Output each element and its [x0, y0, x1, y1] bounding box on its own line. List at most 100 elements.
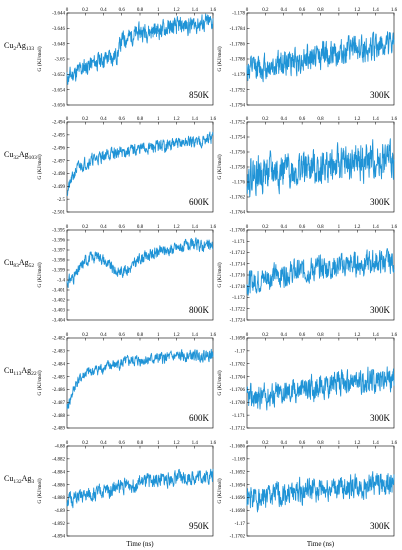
temperature-label: 300K — [370, 413, 391, 423]
x-tick-label: 0.2 — [262, 117, 269, 122]
temperature-label: 300K — [370, 521, 391, 531]
y-tick-label: -1.1696 — [230, 496, 246, 501]
y-tick-label: -1.1708 — [230, 229, 246, 234]
x-tick-label: 1.2 — [354, 225, 361, 230]
y-tick-label: -2.486 — [52, 388, 65, 393]
y-axis-label: G (KJ/mol) — [36, 154, 43, 179]
y-tick-label: -2.494 — [52, 121, 65, 126]
composition-count-1: 2 — [13, 46, 16, 52]
x-tick-label: 1.2 — [173, 8, 180, 13]
series-line — [246, 138, 395, 198]
x-tick-label: 1.6 — [210, 117, 217, 122]
y-tick-label: -4.884 — [52, 470, 65, 475]
x-tick-label: 0.6 — [119, 117, 126, 122]
x-tick-label: 0.4 — [100, 8, 107, 13]
y-tick-label: -1.1788 — [230, 58, 246, 63]
x-tick-label: 0.4 — [281, 8, 288, 13]
chart-panel-3: 0 0.2 0.4 0.6 0.8 1 1.2 1.4 1.6 -2.494 -2.495 -2.49… — [36, 117, 217, 216]
y-tick-label: -1.1794 — [230, 104, 246, 109]
y-tick-label: -4.88 — [55, 445, 66, 450]
x-tick-label: 0.8 — [137, 8, 144, 13]
x-tick-label: 0.6 — [299, 117, 306, 122]
x-tick-label: 0.8 — [317, 333, 324, 338]
y-tick-label: -4.886 — [52, 483, 65, 488]
composition-label: Cu32Ag103 — [4, 150, 37, 161]
composition-element-1: Cu — [4, 366, 13, 375]
x-tick-label: 0.4 — [100, 117, 107, 122]
y-tick-label: -1.1762 — [230, 196, 246, 201]
x-tick-label: 1.6 — [391, 333, 398, 338]
x-tick-label: 1.6 — [210, 225, 217, 230]
x-tick-label: 1.6 — [391, 117, 398, 122]
y-tick-label: -4.882 — [52, 458, 65, 463]
series-line — [246, 471, 395, 513]
x-tick-label: 1.4 — [373, 117, 380, 122]
x-tick-label: 0.8 — [137, 117, 144, 122]
series-line — [66, 237, 214, 289]
y-tick-label: -1.17 — [235, 522, 246, 527]
chart-panel-9: 0 0.2 0.4 0.6 0.8 1 1.2 1.4 1.6 -4.88 -4.882 -4.884… — [36, 441, 217, 540]
x-tick-label: 0.6 — [119, 441, 126, 446]
y-tick-label: -1.1702 — [230, 362, 246, 367]
x-tick-label: 0.4 — [281, 333, 288, 338]
y-tick-label: -1.171 — [232, 414, 245, 419]
composition-count-1: 132 — [13, 479, 22, 485]
x-tick-label: 0.2 — [262, 333, 269, 338]
y-tick-label: -1.1698 — [230, 509, 246, 514]
composition-count-2: 103 — [29, 155, 38, 161]
y-tick-label: -2.489 — [52, 427, 65, 432]
y-tick-label: -2.5 — [57, 198, 65, 203]
x-tick-label: 1.4 — [373, 8, 380, 13]
y-tick-label: -1.1752 — [230, 121, 246, 126]
x-tick-label: 1.4 — [373, 333, 380, 338]
x-tick-label: 1.6 — [210, 441, 217, 446]
temperature-label: 300K — [370, 305, 391, 315]
y-tick-label: -3.401 — [52, 289, 65, 294]
y-tick-label: -3.403 — [52, 309, 65, 314]
temperature-label: 600K — [189, 197, 210, 207]
x-tick-label: 0.8 — [317, 225, 324, 230]
composition-count-2: 3 — [31, 479, 34, 485]
x-tick-label: 0 — [66, 225, 69, 230]
x-tick-label: 1.2 — [173, 333, 180, 338]
chart-panel-2: 0 0.2 0.4 0.6 0.8 1 1.2 1.4 1.6 -1.178 -1.1784 -1.1… — [216, 8, 398, 109]
x-tick-label: 0.4 — [100, 333, 107, 338]
x-tick-label: 1 — [338, 441, 341, 446]
series-line — [246, 31, 395, 83]
x-tick-label: 0.6 — [299, 333, 306, 338]
y-tick-label: -1.1786 — [230, 42, 246, 47]
y-tick-label: -1.1718 — [230, 285, 246, 290]
x-tick-label: 1.2 — [354, 117, 361, 122]
x-tick-label: 0.6 — [119, 8, 126, 13]
x-tick-label: 1.2 — [354, 8, 361, 13]
y-tick-label: -1.1724 — [230, 319, 246, 324]
x-tick-label: 0 — [246, 117, 249, 122]
y-tick-label: -1.1716 — [230, 274, 246, 279]
y-tick-label: -2.487 — [52, 401, 65, 406]
temperature-label: 800K — [189, 305, 210, 315]
y-tick-label: -3.644 — [52, 12, 65, 17]
x-tick-label: 1 — [157, 441, 160, 446]
series-line — [246, 248, 395, 296]
x-tick-label: 0.8 — [317, 8, 324, 13]
temperature-label: 850K — [189, 90, 210, 100]
x-tick-label: 0 — [246, 225, 249, 230]
y-tick-label: -1.1694 — [230, 483, 246, 488]
x-tick-label: 0.6 — [299, 441, 306, 446]
composition-element-2: Ag — [19, 150, 29, 159]
y-tick-label: -1.1792 — [230, 88, 246, 93]
x-tick-label: 1 — [157, 333, 160, 338]
series-line — [66, 468, 214, 509]
y-axis-label: G (KJ/mol) — [216, 154, 223, 179]
composition-element-2: Ag — [21, 366, 31, 375]
x-tick-label: 0.2 — [82, 333, 89, 338]
y-tick-label: -1.1706 — [230, 388, 246, 393]
x-tick-label: 0.2 — [262, 225, 269, 230]
composition-element-1: Cu — [4, 258, 13, 267]
y-tick-label: -3.654 — [52, 88, 65, 93]
y-axis-label: G (KJ/mol) — [216, 46, 223, 71]
x-tick-label: 0 — [66, 333, 69, 338]
y-tick-label: -1.1712 — [230, 251, 246, 256]
y-tick-label: -1.169 — [232, 458, 245, 463]
x-tick-label: 0.6 — [119, 225, 126, 230]
